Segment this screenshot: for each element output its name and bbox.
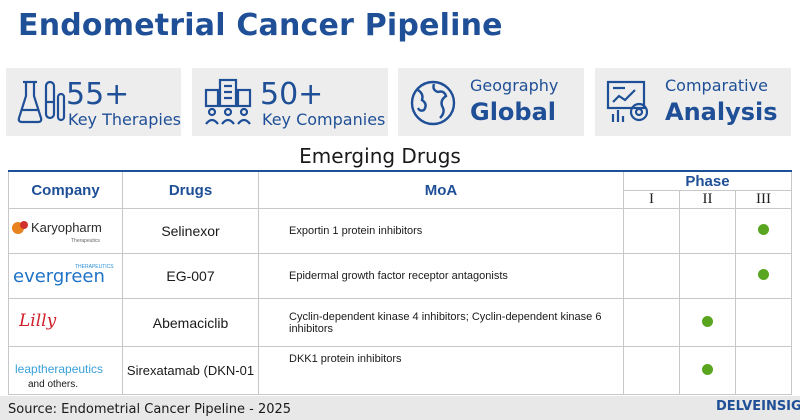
phase-dot [758,224,769,235]
svg-text:THERAPEUTICS: THERAPEUTICS [75,264,114,270]
drug-name: Selinexor [122,208,259,254]
drug-moa: Exportin 1 protein inhibitors [258,208,624,254]
header-phase-iii: III [735,190,792,209]
drug-name: Abemaciclib [122,298,259,347]
table-row: Karyopharm Therapeutics Selinexor Export… [8,208,792,254]
others-note: and others. [28,379,79,390]
table-row: Lilly Abemaciclib Cyclin-dependent kinas… [8,298,792,347]
stat-geography-label: Geography [470,76,559,95]
phase-dot [758,269,769,280]
stat-therapies-label: Key Therapies [68,110,182,129]
drug-name: Sirexatamab (DKN-01 [122,346,259,395]
table-row: leaptherapeutics Sirexatamab (DKN-01 DKK… [8,346,792,395]
company-logo-lilly: Lilly [8,298,123,347]
svg-text:leaptherapeutics: leaptherapeutics [15,362,103,376]
flask-icon [17,80,66,124]
phase-dot [702,363,713,375]
svg-text:Karyopharm: Karyopharm [31,220,102,235]
companies-icon [204,78,252,125]
drug-name: EG-007 [122,253,259,299]
stat-card-therapies: 55+ Key Therapies [6,68,181,136]
stat-card-geography: Geography Global [398,68,584,136]
stat-analysis-value: Analysis [665,98,778,126]
stat-analysis-label: Comparative [665,76,768,95]
globe-icon [410,80,456,126]
company-logo-leap: leaptherapeutics [8,346,123,395]
header-moa: MoA [258,170,624,209]
analysis-icon [606,80,649,122]
footer-bar [0,396,800,420]
company-logo-evergreen: THERAPEUTICS evergreen [8,253,123,299]
stat-card-companies: 50+ Key Companies [192,68,388,136]
stat-therapies-value: 55+ [66,77,130,112]
stat-companies-label: Key Companies [262,110,386,129]
table-row: THERAPEUTICS evergreen EG-007 Epidermal … [8,253,792,299]
header-phase-i: I [623,190,680,209]
page-title: Endometrial Cancer Pipeline [18,8,503,43]
source-text: Source: Endometrial Cancer Pipeline - 20… [8,402,292,417]
svg-text:Lilly: Lilly [18,311,57,331]
svg-text:evergreen: evergreen [13,266,105,287]
brand-logo: DELVEINSIGHT [716,399,800,414]
phase-dot [702,315,713,327]
stat-geography-value: Global [470,98,557,126]
pipeline-table: Company Drugs MoA Phase I II III Karyoph… [8,170,792,395]
drug-moa: Epidermal growth factor receptor antagon… [258,253,624,299]
svg-text:Therapeutics: Therapeutics [71,238,100,244]
header-phase-ii: II [679,190,736,209]
company-logo-karyopharm: Karyopharm Therapeutics [8,208,123,254]
header-phase: Phase [623,170,792,191]
stat-companies-value: 50+ [260,77,324,112]
section-title: Emerging Drugs [299,144,461,168]
header-company: Company [8,170,123,209]
drug-moa: DKK1 protein inhibitors [258,346,624,395]
stat-card-analysis: Comparative Analysis [595,68,791,136]
drug-moa: Cyclin-dependent kinase 4 inhibitors; Cy… [258,298,624,347]
header-drugs: Drugs [122,170,259,209]
